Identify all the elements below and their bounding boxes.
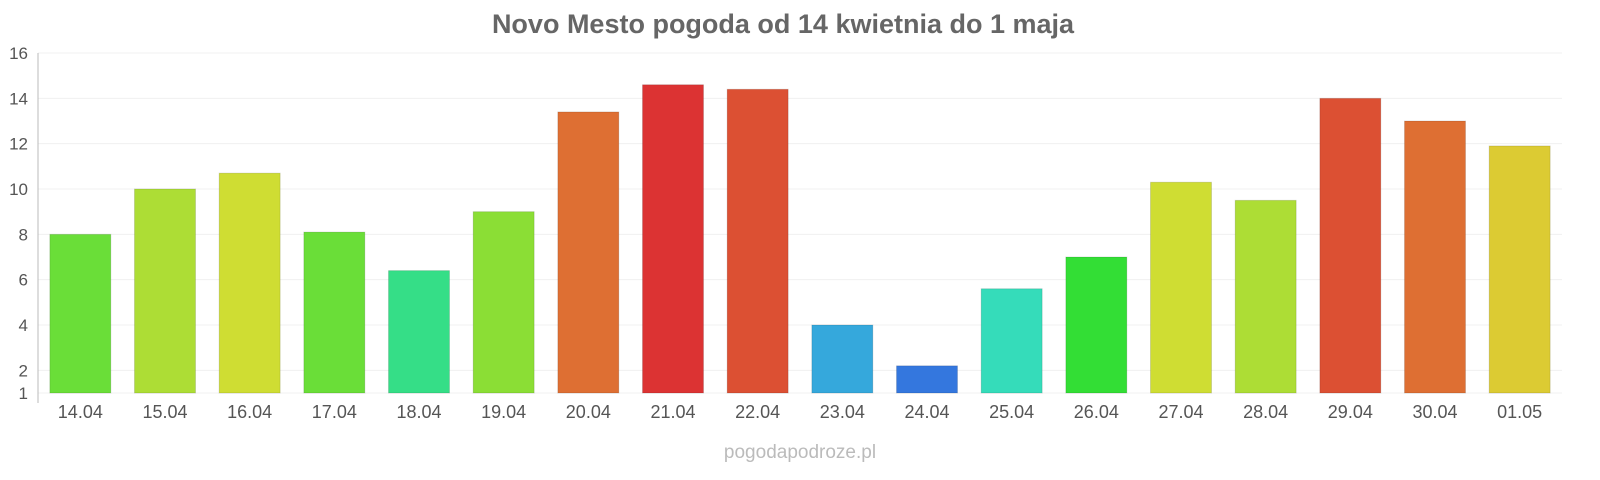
bar-17.04	[303, 231, 366, 394]
bar-15.04	[134, 188, 196, 394]
credit-text: pogodapodroze.pl	[724, 442, 876, 463]
bar-18.04	[388, 270, 450, 394]
x-tick-label: 17.04	[312, 402, 357, 422]
x-tick-label: 24.04	[904, 402, 949, 422]
bar-25.04	[980, 288, 1043, 394]
bar-20.04	[557, 111, 620, 394]
bar-29.04	[1319, 97, 1382, 394]
y-tick-label: 1	[19, 384, 28, 403]
bar-23.04	[811, 324, 874, 394]
bar-19.04	[472, 211, 535, 394]
x-tick-label: 16.04	[227, 402, 272, 422]
x-tick-label: 18.04	[396, 402, 441, 422]
x-tick-label: 25.04	[989, 402, 1034, 422]
x-tick-label: 27.04	[1158, 402, 1203, 422]
x-tick-label: 01.05	[1497, 402, 1542, 422]
bar-24.04	[896, 365, 958, 394]
y-tick-label: 14	[9, 89, 28, 108]
bar-01.05	[1488, 145, 1551, 394]
y-tick-label: 4	[19, 316, 28, 335]
y-tick-label: 10	[9, 180, 28, 199]
x-tick-label: 19.04	[481, 402, 526, 422]
x-tick-label: 14.04	[58, 402, 103, 422]
x-tick-label: 28.04	[1243, 402, 1288, 422]
x-tick-label: 22.04	[735, 402, 780, 422]
x-tick-label: 20.04	[566, 402, 611, 422]
x-tick-label: 15.04	[142, 402, 187, 422]
y-tick-label: 6	[19, 271, 28, 290]
y-tick-label: 8	[19, 225, 28, 244]
x-tick-label: 21.04	[650, 402, 695, 422]
chart-title: Novo Mesto pogoda od 14 kwietnia do 1 ma…	[492, 9, 1075, 39]
y-tick-label: 12	[9, 135, 28, 154]
x-tick-label: 29.04	[1328, 402, 1373, 422]
y-tick-label: 2	[19, 361, 28, 380]
bar-28.04	[1234, 199, 1297, 394]
y-tick-label: 16	[9, 44, 28, 63]
bar-14.04	[49, 233, 112, 394]
bar-26.04	[1065, 256, 1128, 394]
x-tick-label: 23.04	[820, 402, 865, 422]
x-tick-label: 26.04	[1074, 402, 1119, 422]
bar-21.04	[642, 84, 704, 394]
x-tick-label: 30.04	[1412, 402, 1457, 422]
bar-16.04	[218, 172, 281, 394]
bar-30.04	[1404, 120, 1466, 394]
bar-22.04	[726, 88, 789, 394]
bar-27.04	[1150, 181, 1212, 394]
